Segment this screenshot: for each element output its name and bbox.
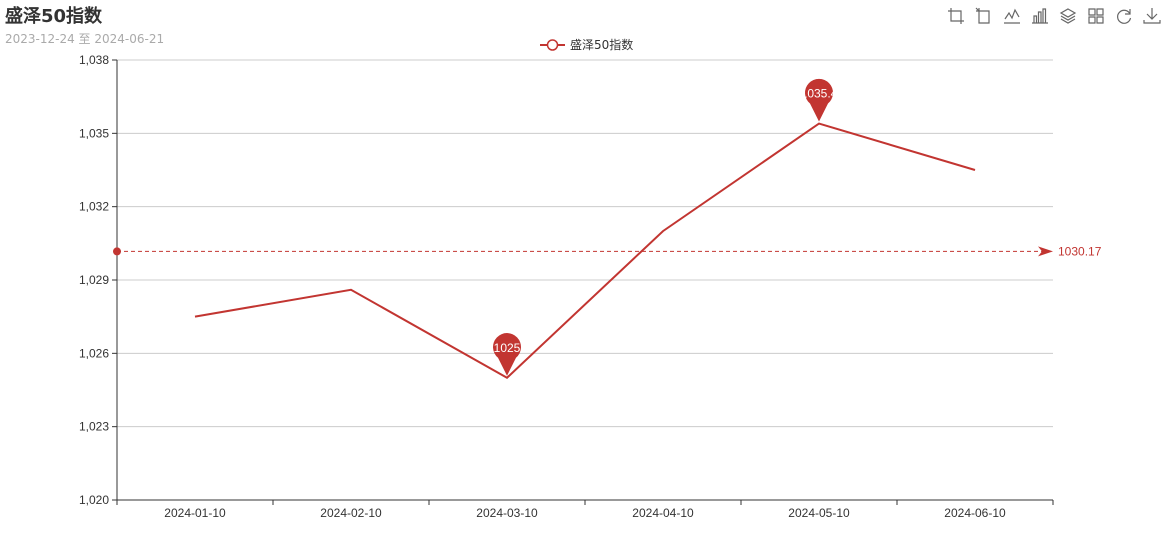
tiled-icon[interactable]	[1084, 6, 1108, 26]
average-line-arrow	[1038, 246, 1053, 257]
line-chart-icon[interactable]	[1000, 6, 1024, 26]
toolbox	[944, 6, 1164, 26]
chart-title: 盛泽50指数	[5, 6, 103, 27]
restore-icon[interactable]	[1112, 6, 1136, 26]
x-tick-label: 2024-04-10	[632, 506, 694, 520]
y-tick-label: 1,029	[79, 273, 109, 287]
data-point	[974, 169, 976, 171]
x-tick-label: 2024-03-10	[476, 506, 538, 520]
series-line	[194, 122, 976, 380]
y-tick-label: 1,038	[79, 53, 109, 67]
data-point	[662, 230, 664, 232]
min-mark-pin	[493, 333, 521, 376]
max-mark-pin	[805, 78, 833, 122]
y-tick-label: 1,032	[79, 200, 109, 214]
chart-subtitle: 2023-12-24 至 2024-06-21	[5, 32, 165, 46]
x-tick-label: 2024-06-10	[944, 506, 1006, 520]
stack-icon[interactable]	[1056, 6, 1080, 26]
x-tick-label: 2024-02-10	[320, 506, 382, 520]
y-tick-label: 1,035	[79, 126, 109, 140]
max-mark-label: 1035.4	[801, 87, 838, 101]
y-tick-label: 1,023	[79, 420, 109, 434]
data-point	[194, 315, 196, 317]
min-mark-label: 1025	[494, 341, 521, 355]
bar-chart-icon[interactable]	[1028, 6, 1052, 26]
y-tick-label: 1,026	[79, 346, 109, 360]
zoom-reset-icon[interactable]	[972, 6, 996, 26]
average-line-label: 1030.17	[1058, 244, 1102, 258]
data-point	[350, 289, 352, 291]
data-zoom-icon[interactable]	[944, 6, 968, 26]
save-image-icon[interactable]	[1140, 6, 1164, 26]
data-point	[506, 377, 508, 379]
x-tick-label: 2024-05-10	[788, 506, 850, 520]
y-tick-label: 1,020	[79, 493, 109, 507]
data-point	[818, 122, 820, 124]
legend-label: 盛泽50指数	[570, 37, 633, 52]
legend-marker	[546, 39, 559, 51]
x-tick-label: 2024-01-10	[164, 506, 226, 520]
